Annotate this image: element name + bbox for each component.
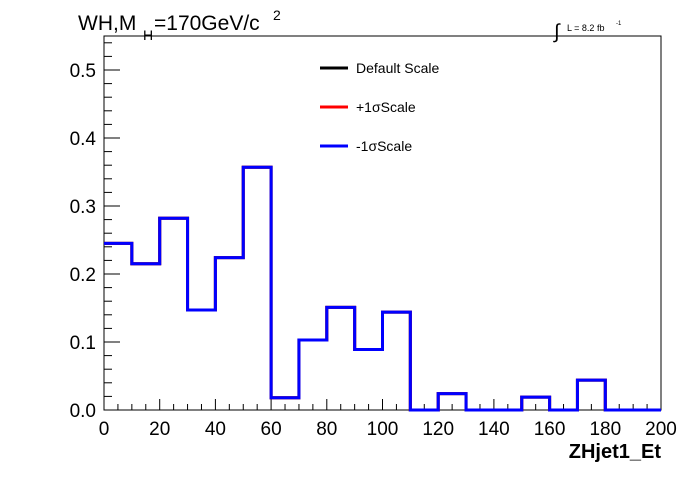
x-tick-label: 60 [261,419,282,440]
y-tick-label: 0.2 [70,265,96,286]
x-tick-label: 140 [478,419,510,440]
x-tick-label: 80 [316,419,337,440]
histogram-series [104,165,661,412]
x-axis-title: ZHjet1_Et [569,441,662,463]
x-tick-label: 40 [205,419,226,440]
title-rest: =170GeV/c [154,12,260,35]
y-tick-label: 0.0 [70,401,96,422]
integral-symbol: ∫ [553,21,561,43]
y-tick-label: 0.5 [70,61,96,82]
x-tick-label: 180 [589,419,621,440]
x-tick-label: 100 [367,419,399,440]
series-line [104,165,661,412]
luminosity-unit-superscript: -1 [616,21,622,27]
title-subscript: H [143,27,153,43]
luminosity-label: L = 8.2 fb [567,23,604,33]
legend-label: -1σScale [356,138,412,154]
legend-label: Default Scale [356,60,439,76]
y-tick-label: 0.4 [70,129,97,150]
title-main: WH,M [78,12,136,35]
x-tick-label: 0 [99,419,110,440]
y-tick-label: 0.1 [70,333,96,354]
axes: 0 20 40 60 80 100 120 140 160 180 200 0.0 0.1 0.2 0.3 0… [70,42,677,440]
x-tick-label: 20 [149,419,170,440]
legend: Default Scale +1σScale -1σScale [320,60,439,154]
x-tick-label: 160 [534,419,566,440]
title-superscript: 2 [273,7,281,23]
y-tick-label: 0.3 [70,197,96,218]
x-tick-label: 200 [645,419,677,440]
legend-label: +1σScale [356,99,416,115]
x-tick-label: 120 [422,419,454,440]
